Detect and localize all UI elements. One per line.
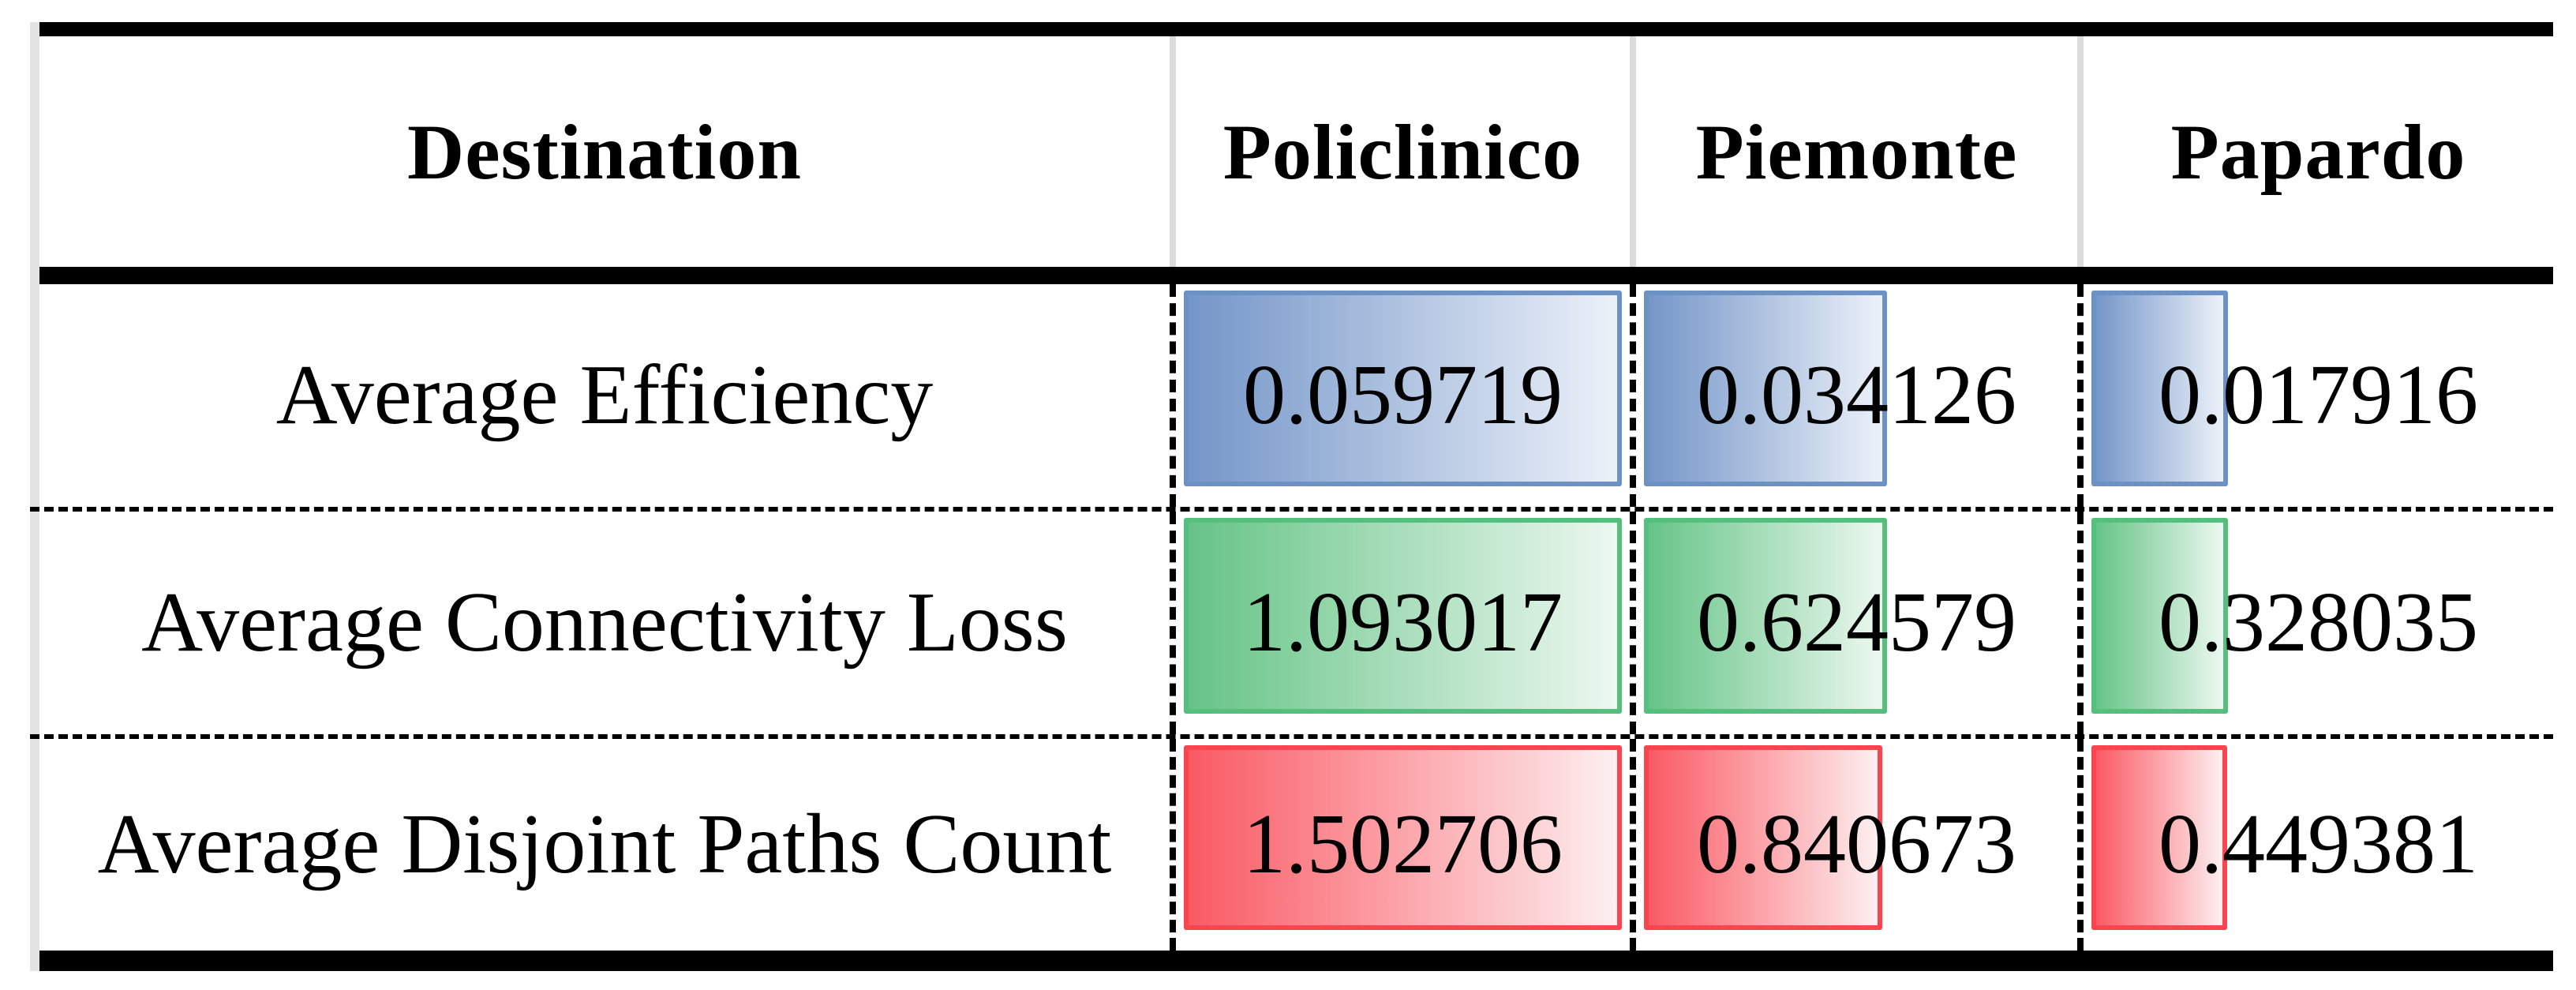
row-label: Average Connectivity Loss [141,576,1068,669]
header-cell-destination: Destination [39,36,1176,267]
table-row-average-disjoint-paths-count: Average Disjoint Paths Count 1.502706 0.… [30,739,2553,951]
row-label-cell: Average Disjoint Paths Count [39,739,1176,951]
cell-value: 0.017916 [2159,348,2478,442]
table-row-average-connectivity-loss: Average Connectivity Loss 1.093017 0.624… [30,512,2553,739]
value-cell: 0.840673 [1636,739,2084,951]
value-cell: 1.093017 [1176,512,1636,734]
data-bar-blue [1644,291,1887,486]
table-top-rule [35,22,2553,36]
table-header-row: Destination Policlinico Piemonte Papardo [30,36,2553,267]
data-bar-green [1184,518,1622,714]
column-header: Papardo [2170,107,2466,196]
cell-value: 1.502706 [1243,797,1563,891]
value-cell: 0.059719 [1176,284,1636,507]
column-header: Piemonte [1695,107,2018,196]
table-row-average-efficiency: Average Efficiency 0.059719 0.034126 0.0… [30,284,2553,512]
header-cell-policlinico: Policlinico [1176,36,1636,267]
value-cell: 0.328035 [2084,512,2553,734]
metrics-table: Destination Policlinico Piemonte Papardo… [30,22,2553,971]
data-bar-red [1644,745,1882,930]
header-cell-piemonte: Piemonte [1636,36,2084,267]
data-bar-red [2091,745,2227,930]
cell-value: 0.059719 [1243,348,1563,442]
value-cell: 0.624579 [1636,512,2084,734]
data-bar-red [1184,745,1622,930]
value-cell: 0.449381 [2084,739,2553,951]
row-label-cell: Average Efficiency [39,284,1176,507]
column-header: Destination [407,107,802,196]
table-left-gray-border [30,22,39,971]
data-bar-green [2091,518,2228,714]
cell-value: 0.840673 [1697,797,2016,891]
row-label: Average Disjoint Paths Count [97,797,1112,891]
header-bottom-rule [35,267,2553,284]
data-bar-blue [2091,291,2228,486]
cell-value: 0.624579 [1697,576,2016,669]
cell-value: 1.093017 [1243,576,1563,669]
table-bottom-rule [35,951,2553,971]
cell-value: 0.449381 [2159,797,2478,891]
value-cell: 0.034126 [1636,284,2084,507]
data-bar-green [1644,518,1887,714]
cell-value: 0.034126 [1697,348,2016,442]
column-header: Policlinico [1222,107,1583,196]
value-cell: 1.502706 [1176,739,1636,951]
data-bar-blue [1184,291,1622,486]
header-cell-papardo: Papardo [2084,36,2553,267]
value-cell: 0.017916 [2084,284,2553,507]
row-label: Average Efficiency [275,348,934,442]
row-label-cell: Average Connectivity Loss [39,512,1176,734]
cell-value: 0.328035 [2159,576,2478,669]
